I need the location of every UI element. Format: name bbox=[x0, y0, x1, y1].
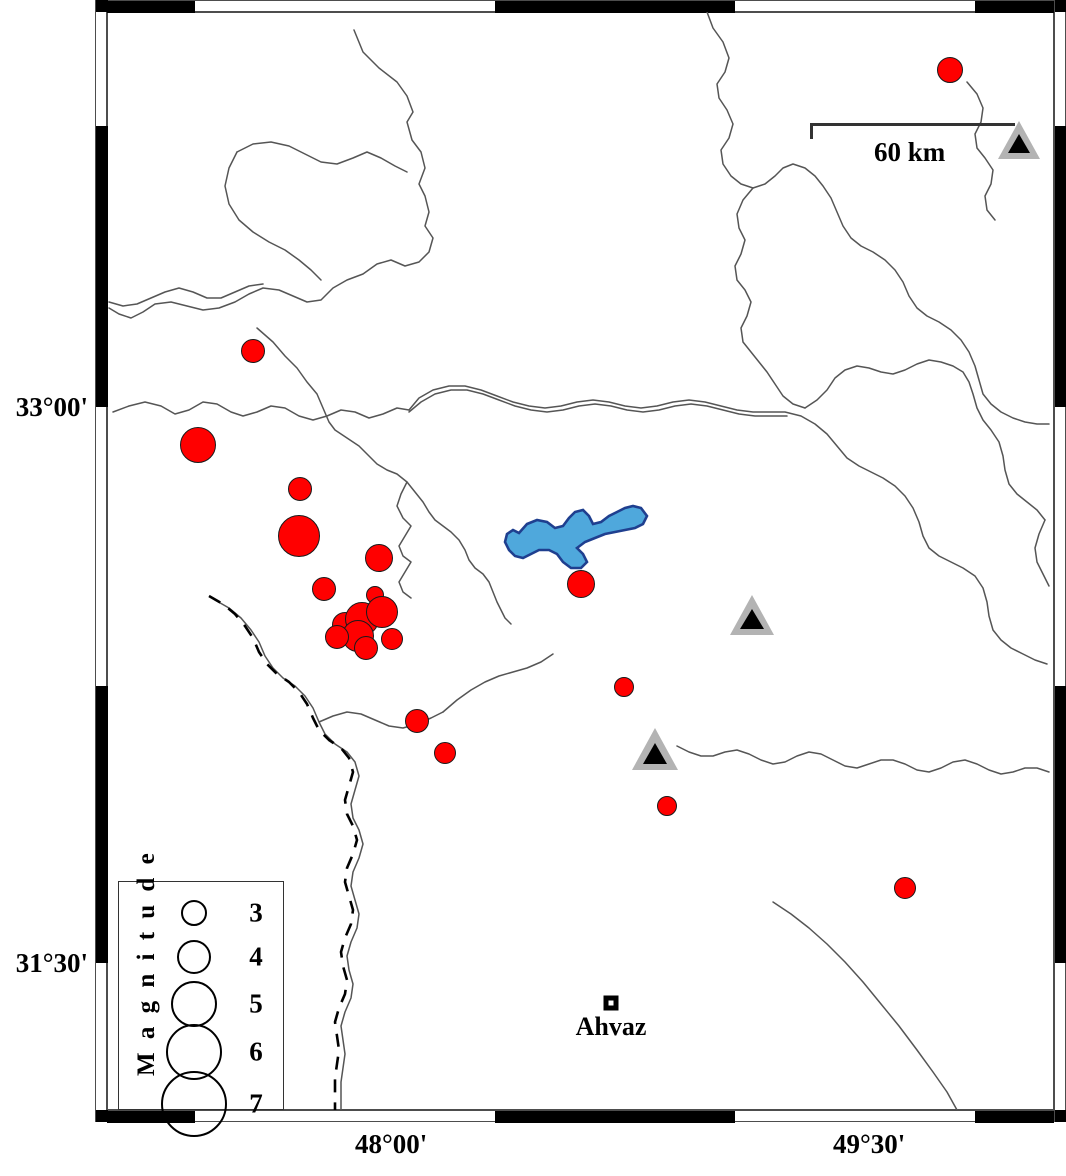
map-canvas: Ahvaz bbox=[107, 12, 1054, 1110]
frame-seg bbox=[1055, 126, 1066, 407]
legend-circle-m4 bbox=[177, 940, 211, 974]
frame-seg bbox=[975, 1, 1054, 13]
legend-circle-m7 bbox=[161, 1071, 227, 1137]
boundary-path bbox=[676, 745, 1050, 775]
magnitude-legend-title: M a g n i t u d e bbox=[133, 849, 160, 1076]
lake-shape bbox=[503, 504, 649, 570]
axis-band-top bbox=[95, 0, 1066, 13]
earthquake-marker[interactable] bbox=[614, 677, 634, 697]
lake-polygon bbox=[503, 504, 649, 570]
border-path bbox=[208, 594, 359, 1110]
boundary-path bbox=[442, 653, 554, 713]
earthquake-marker[interactable] bbox=[325, 625, 349, 649]
boundary-path bbox=[108, 283, 264, 307]
frame-seg bbox=[96, 686, 108, 963]
scale-bar-label: 60 km bbox=[874, 137, 946, 167]
earthquake-marker[interactable] bbox=[288, 477, 312, 501]
province-boundaries bbox=[108, 12, 1050, 1110]
boundary-path bbox=[408, 389, 788, 417]
axis-band-left bbox=[95, 0, 108, 1122]
earthquake-marker[interactable] bbox=[180, 427, 216, 463]
frame-seg bbox=[1055, 686, 1066, 963]
legend-value-m4: 4 bbox=[249, 941, 263, 972]
boundary-path bbox=[108, 29, 434, 319]
station-triangle-icon[interactable] bbox=[726, 591, 778, 641]
axis-band-right bbox=[1054, 0, 1066, 1122]
frame-seg bbox=[975, 1111, 1054, 1123]
x-axis-tick-label-48: 48°00' bbox=[355, 1129, 428, 1159]
station-triangle-icon[interactable] bbox=[628, 724, 682, 776]
boundary-path bbox=[734, 187, 806, 409]
boundary-path bbox=[396, 481, 412, 599]
earthquake-marker[interactable] bbox=[894, 877, 916, 899]
frame-seg bbox=[96, 1110, 108, 1122]
earthquake-marker[interactable] bbox=[405, 709, 429, 733]
boundary-path bbox=[706, 12, 1050, 425]
legend-value-m3: 3 bbox=[249, 897, 263, 928]
frame-seg bbox=[96, 0, 108, 12]
boundary-path bbox=[772, 901, 958, 1110]
legend-circle-m5 bbox=[171, 981, 217, 1027]
legend-circle-m3 bbox=[181, 900, 207, 926]
frame-seg bbox=[1055, 0, 1066, 12]
boundary-path bbox=[804, 359, 1046, 521]
earthquake-marker[interactable] bbox=[937, 57, 963, 83]
frame-seg bbox=[1055, 1110, 1066, 1122]
earthquake-marker[interactable] bbox=[312, 577, 336, 601]
boundary-path bbox=[1034, 519, 1050, 587]
earthquake-marker[interactable] bbox=[434, 742, 456, 764]
boundary-path bbox=[214, 599, 364, 1110]
frame-seg bbox=[495, 1111, 735, 1123]
city-square-icon[interactable] bbox=[603, 995, 619, 1011]
earthquake-marker[interactable] bbox=[381, 628, 403, 650]
magnitude-legend: M a g n i t u d e 3 4 5 6 7 bbox=[118, 850, 284, 1137]
boundary-path bbox=[966, 81, 996, 221]
boundary-path bbox=[256, 327, 512, 625]
y-axis-tick-label-31-30: 31°30' bbox=[15, 948, 88, 978]
international-border-dashed bbox=[208, 594, 359, 1110]
axis-band-bottom bbox=[95, 1110, 1066, 1123]
earthquake-marker[interactable] bbox=[657, 796, 677, 816]
earthquake-marker[interactable] bbox=[354, 636, 378, 660]
boundary-path bbox=[112, 401, 410, 421]
scale-bar-tick bbox=[810, 123, 813, 139]
legend-value-m5: 5 bbox=[249, 988, 263, 1019]
legend-value-m6: 6 bbox=[249, 1036, 263, 1067]
frame-seg bbox=[96, 126, 108, 407]
earthquake-marker[interactable] bbox=[241, 339, 265, 363]
earthquake-marker[interactable] bbox=[366, 596, 398, 628]
legend-value-m7: 7 bbox=[249, 1088, 263, 1119]
station-triangle-icon[interactable] bbox=[994, 117, 1044, 165]
x-axis-tick-label-49-30: 49°30' bbox=[833, 1129, 906, 1159]
frame-seg bbox=[495, 1, 735, 13]
city-label: Ahvaz bbox=[575, 1012, 647, 1041]
earthquake-marker[interactable] bbox=[365, 544, 393, 572]
boundary-path bbox=[408, 385, 1048, 665]
y-axis-tick-label-33: 33°00' bbox=[15, 392, 88, 422]
frame-seg bbox=[107, 1, 195, 13]
earthquake-marker[interactable] bbox=[278, 515, 320, 557]
boundary-path bbox=[236, 141, 408, 173]
map-geography-layer bbox=[108, 12, 1050, 1110]
earthquake-marker[interactable] bbox=[567, 570, 595, 598]
boundary-path bbox=[224, 151, 322, 281]
scale-bar-rule bbox=[810, 123, 1015, 126]
